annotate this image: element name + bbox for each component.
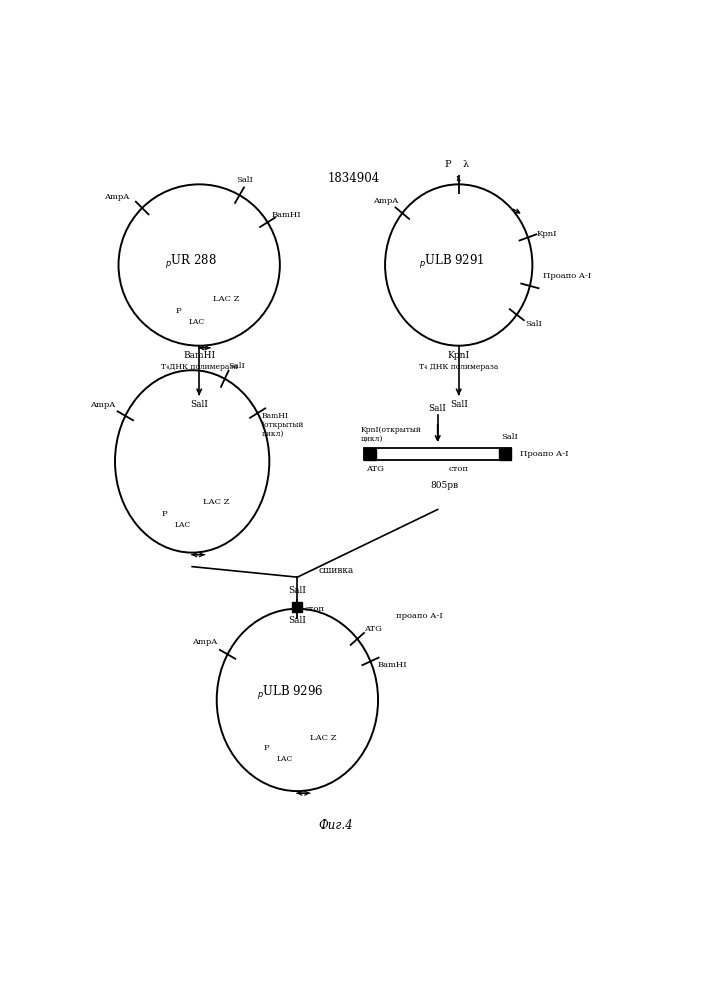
Text: T₄ ДНК полимераза: T₄ ДНК полимераза — [419, 363, 498, 371]
Text: проапо А-I: проапо А-I — [396, 612, 443, 620]
Text: λ: λ — [462, 160, 468, 169]
Text: SalI: SalI — [288, 616, 306, 625]
Text: Фиг.4: Фиг.4 — [319, 819, 354, 832]
Bar — [293, 602, 303, 612]
Text: BamHI
(открытый
цикл): BamHI (открытый цикл) — [262, 412, 304, 438]
Text: BamHI: BamHI — [378, 661, 407, 669]
Text: SalI: SalI — [190, 400, 208, 409]
Text: AmpA: AmpA — [104, 193, 129, 201]
Text: AmpA: AmpA — [192, 638, 217, 646]
Text: 805рв: 805рв — [431, 481, 459, 490]
Text: SalI: SalI — [501, 433, 518, 441]
Text: SalI: SalI — [428, 404, 447, 413]
Text: KpnI(открытый
цикл): KpnI(открытый цикл) — [361, 426, 421, 443]
Text: стоп: стоп — [305, 605, 325, 613]
Bar — [364, 448, 511, 460]
Text: BamHI: BamHI — [183, 351, 215, 360]
Text: стоп: стоп — [448, 465, 468, 473]
Text: Проапо А-I: Проапо А-I — [520, 450, 568, 458]
Text: KpnI: KpnI — [537, 230, 557, 238]
Text: SalI: SalI — [450, 400, 467, 409]
Text: LAC Z: LAC Z — [214, 295, 240, 303]
Text: SalI: SalI — [236, 176, 253, 184]
Text: LAC: LAC — [276, 755, 293, 763]
Text: BamHI: BamHI — [271, 211, 300, 219]
Text: Проапо A-I: Проапо A-I — [543, 272, 591, 280]
Text: $_p$ULB 9296: $_p$ULB 9296 — [257, 684, 324, 702]
Text: LAC: LAC — [175, 521, 191, 529]
Text: T₄ДНК полимераза: T₄ДНК полимераза — [160, 363, 238, 371]
Text: LAC Z: LAC Z — [203, 498, 229, 506]
Text: SalI: SalI — [288, 586, 306, 595]
Text: 1834904: 1834904 — [327, 172, 380, 185]
Text: $_p$ULB 9291: $_p$ULB 9291 — [419, 253, 484, 271]
Text: LAC Z: LAC Z — [310, 734, 337, 742]
Text: AmpA: AmpA — [373, 197, 399, 205]
Bar — [364, 448, 376, 460]
Text: ATG: ATG — [366, 465, 384, 473]
Text: AmpA: AmpA — [90, 401, 115, 409]
Text: SalI: SalI — [525, 320, 542, 328]
Text: ATG: ATG — [364, 625, 382, 633]
Text: KpnI: KpnI — [448, 351, 469, 360]
Text: LAC: LAC — [189, 318, 205, 326]
Text: P: P — [162, 510, 168, 518]
Text: P: P — [176, 307, 182, 315]
Text: L: L — [455, 175, 460, 183]
Text: SalI: SalI — [228, 362, 245, 370]
Text: P: P — [445, 160, 452, 169]
Text: $_p$UR 288: $_p$UR 288 — [165, 253, 216, 271]
Text: P: P — [264, 744, 269, 752]
Text: сшивка: сшивка — [318, 566, 354, 575]
Bar — [499, 448, 511, 460]
